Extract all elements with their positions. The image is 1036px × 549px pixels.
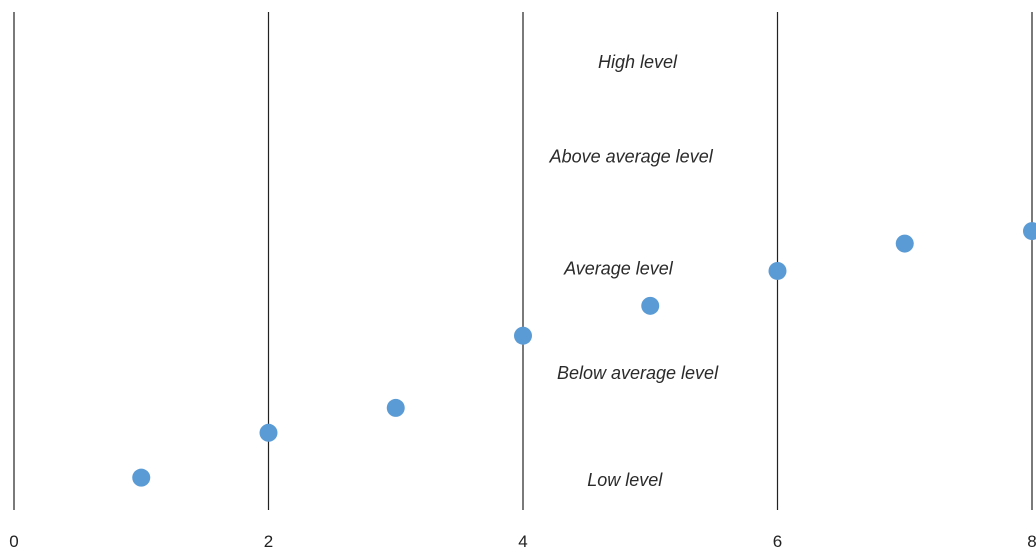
x-tick-label-2: 2 (264, 532, 273, 549)
data-point-3 (386, 398, 405, 417)
level-band-labels: High level Above average level Average lev… (549, 52, 719, 490)
x-tick-label-0: 0 (9, 532, 18, 549)
band-label-low-level: Low level (587, 470, 663, 490)
x-axis-ticks: 0 2 4 6 8 (9, 532, 1036, 549)
band-label-below-average-level: Below average level (557, 363, 719, 383)
band-label-average-level: Average level (563, 258, 674, 278)
data-point-2 (259, 423, 278, 442)
data-point-6 (768, 261, 787, 280)
data-point-7 (895, 234, 914, 253)
data-point-8 (1023, 222, 1036, 241)
data-point-1 (132, 468, 151, 487)
data-point-5 (641, 296, 660, 315)
gridlines (13, 12, 1033, 510)
band-label-high-level: High level (598, 52, 678, 72)
band-label-above-average-level: Above average level (549, 146, 714, 166)
data-point-4 (514, 326, 532, 345)
data-points (132, 222, 1036, 487)
x-tick-label-8: 8 (1027, 532, 1036, 549)
x-tick-label-6: 6 (773, 532, 782, 549)
x-tick-label-4: 4 (518, 532, 527, 549)
